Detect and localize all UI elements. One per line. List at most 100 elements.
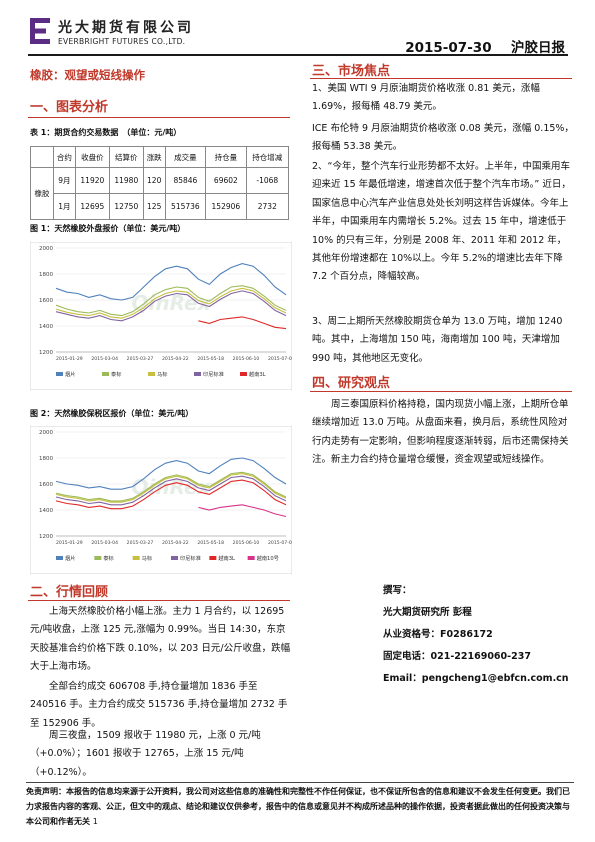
fig1-xtick-label: 2015-06-10 xyxy=(233,356,260,362)
fig2-series-line xyxy=(55,457,287,490)
fig2-ytick-label: 1400 xyxy=(39,508,53,514)
fig2-xtick-label: 2015-07-06 xyxy=(268,540,292,546)
fig1-legend-label: 马标 xyxy=(157,370,167,378)
fig1-ytick-label: 1600 xyxy=(39,298,53,304)
company-name-cn: 光大期货有限公司 xyxy=(58,20,194,36)
fig1-legend-swatch xyxy=(240,372,247,376)
table-cell: 12750 xyxy=(108,193,144,220)
table-header: 涨跌 xyxy=(142,146,166,168)
fig2-ytick-label: 1600 xyxy=(39,482,53,488)
table-row: 1月 12695 12750 125 515736 152906 2732 xyxy=(31,193,290,220)
table-cell: 69602 xyxy=(205,167,247,194)
fig2-series-line xyxy=(198,504,287,518)
focus-para-1: 1、美国 WTI 9 月原油期货价格收涨 0.81 美元，涨幅 1.69%，报每… xyxy=(312,83,540,113)
table-header: 持仓量 xyxy=(205,146,247,168)
fig2-legend-swatch xyxy=(171,556,178,560)
fig1-series-line xyxy=(55,263,287,301)
report-type: 沪胶日报 xyxy=(511,40,565,56)
table-cell: 9月 xyxy=(53,167,76,194)
table-cell: 152906 xyxy=(205,193,247,220)
view-para-1: 周三泰国原料价格持稳，国内现货小幅上涨，上期所仓单继续增加近 13.0 万吨。从… xyxy=(312,399,569,466)
disclaimer-text: 免责声明：本报告的信息均来源于公开资料，我公司对这些信息的准确性和完整性不作任何… xyxy=(26,787,570,826)
fig1-xtick-label: 2015-04-22 xyxy=(162,356,189,362)
fig2-legend-swatch xyxy=(56,556,63,560)
table-cell: 11920 xyxy=(74,167,110,194)
fig1-ytick-label: 1200 xyxy=(39,350,53,356)
table-header: 结算价 xyxy=(108,146,144,168)
focus-para-2: ICE 布伦特 9 月原油期货价格收涨 0.08 美元，涨幅 0.15%，报每桶… xyxy=(312,123,574,153)
table-product-cell: 橡胶 xyxy=(30,167,54,220)
fig2-series-line xyxy=(55,475,287,506)
section-rule xyxy=(310,78,572,79)
fig1-legend-label: 泰标 xyxy=(111,370,121,378)
fig2-legend-swatch xyxy=(132,556,140,560)
report-date-type: 2015-07-30 沪胶日报 xyxy=(405,36,565,56)
table-cell: -1068 xyxy=(245,167,290,194)
table-cell: 11980 xyxy=(108,167,144,194)
review-para-3: 周三夜盘，1509 报收于 11980 元，上涨 0 元/吨（+0.0%）；16… xyxy=(30,730,261,778)
fig1-xtick-label: 2015-01-29 xyxy=(56,356,83,362)
focus-para-4: 3、周二上期所天然橡胶期货仓单为 13.0 万吨，增加 1240 吨。其中，上海… xyxy=(312,316,563,364)
fig2-legend-label: 越南3L xyxy=(218,554,235,562)
fig2-legend-label: 印尼标准 xyxy=(180,554,201,562)
fig2-xtick-label: 2015-03-04 xyxy=(91,540,118,546)
fig1-xtick-label: 2015-05-18 xyxy=(197,356,224,362)
fig2-series-line xyxy=(55,471,287,502)
fig2-series-line xyxy=(55,479,287,510)
fig2-xtick-label: 2015-03-27 xyxy=(127,540,154,546)
table-cell: 1月 xyxy=(53,193,76,220)
fig1-frame xyxy=(30,242,292,390)
fig2-xtick-label: 2015-06-10 xyxy=(233,540,260,546)
fig1-legend-swatch xyxy=(102,372,109,376)
table-header: 持仓增减 xyxy=(245,146,290,168)
table-caption: 表 1：期货合约交易数据 （单位：元/吨） xyxy=(30,128,182,137)
fig2-xtick-label: 2015-05-18 xyxy=(197,540,224,546)
fig1-legend-label: 烟片 xyxy=(65,370,75,378)
section-research-view: 四、研究观点 xyxy=(312,376,391,391)
fig1-legend-label: 印尼标准 xyxy=(203,370,224,378)
fig1-legend-label: 越南3L xyxy=(249,370,266,378)
contact-author: 光大期货研究所 彭程 xyxy=(383,607,472,618)
fig2-legend-label: 越南10号 xyxy=(257,554,279,562)
contact-author-label: 撰写： xyxy=(383,585,412,596)
fig2-legend-label: 泰标 xyxy=(103,554,113,562)
table-cell: 125 xyxy=(142,193,166,220)
table-cell: 12695 xyxy=(74,193,110,220)
focus-para-3: 2、“今年，整个汽车行业形势都不太好。上半年，中国乘用车迎来近 15 年最低增速… xyxy=(312,161,571,283)
section-rule xyxy=(28,117,290,118)
fig2-legend-swatch xyxy=(94,556,102,560)
section-market-focus: 三、市场焦点 xyxy=(312,64,391,79)
fig2-ytick-label: 1800 xyxy=(39,456,53,462)
company-logo-icon xyxy=(30,18,50,44)
contact-block: 撰写： 光大期货研究所 彭程 从业资格号：F0286172 固定电话：021-2… xyxy=(383,580,569,690)
table-cell: 2732 xyxy=(245,193,290,220)
contact-license: 从业资格号：F0286172 xyxy=(383,629,493,640)
table-corner xyxy=(30,146,54,168)
fig2-ytick-label: 2000 xyxy=(39,430,53,436)
fig2-legend-label: 烟片 xyxy=(65,554,75,562)
fig1-series-line xyxy=(55,287,287,319)
review-para-1: 上海天然橡胶价格小幅上涨。主力 1 月合约，以 12695 元/吨收盘，上涨 1… xyxy=(30,606,291,673)
fig2-legend-swatch xyxy=(209,556,217,560)
disclaimer: 免责声明：本报告的信息均来源于公开资料，我公司对这些信息的准确性和完整性不作任何… xyxy=(26,782,574,829)
table-header: 收盘价 xyxy=(74,146,110,168)
fig1-xtick-label: 2015-03-27 xyxy=(127,356,154,362)
section-market-review: 二、行情回顾 xyxy=(30,585,109,600)
section-rule xyxy=(310,391,572,392)
section-chart-analysis: 一、图表分析 xyxy=(30,100,109,115)
table-cell: 515736 xyxy=(164,193,207,220)
report-title: 橡胶：观望或短线操作 xyxy=(30,68,145,82)
table-header: 合约 xyxy=(53,146,76,168)
fig1-ytick-label: 1800 xyxy=(39,272,53,278)
fig1-legend-swatch xyxy=(194,372,201,376)
page-number: 1 xyxy=(92,817,98,826)
table-cell: 120 xyxy=(142,167,166,194)
fig2-xtick-label: 2015-04-22 xyxy=(162,540,189,546)
fig1-legend-swatch xyxy=(56,372,63,376)
fig1-ytick-label: 2000 xyxy=(39,246,53,252)
header-divider xyxy=(28,54,568,56)
table-header-row: 合约 收盘价 结算价 涨跌 成交量 持仓量 持仓增减 xyxy=(30,146,290,168)
fig1-series-line xyxy=(198,316,287,330)
